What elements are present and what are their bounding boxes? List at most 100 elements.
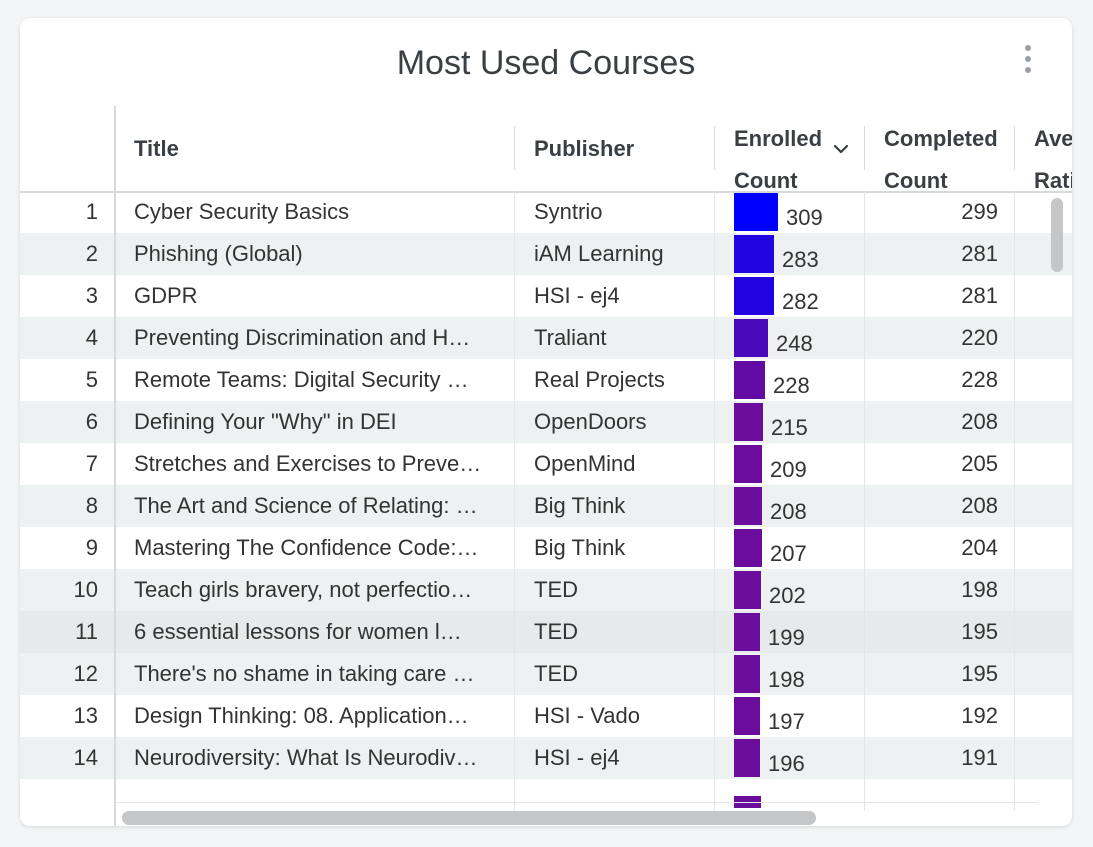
- enrolled-count-cell: 208: [734, 485, 864, 527]
- course-title: Phishing (Global): [134, 241, 303, 266]
- enrolled-count-cell: 309: [734, 191, 864, 233]
- completed-count: 281: [961, 283, 998, 308]
- row-number: 11: [75, 619, 98, 644]
- table-row[interactable]: 13 Design Thinking: 08. Application… HSI -…: [20, 695, 1072, 737]
- table-row[interactable]: 11 6 essential lessons for women l… TED 199…: [20, 611, 1072, 653]
- enrolled-count-cell: 228: [734, 359, 864, 401]
- completed-header-line2: Count: [884, 168, 948, 193]
- table-row[interactable]: 12 There's no shame in taking care … TED 19…: [20, 653, 1072, 695]
- table-row[interactable]: 3 GDPR HSI - ej4 282 281: [20, 275, 1072, 317]
- course-publisher: Big Think: [534, 535, 626, 560]
- rating-header-line1: Ave: [1034, 126, 1072, 151]
- enrolled-bar: [734, 277, 774, 315]
- enrolled-bar: [734, 319, 768, 357]
- table-row[interactable]: 7 Stretches and Exercises to Preve… OpenMi…: [20, 443, 1072, 485]
- table-row[interactable]: 6 Defining Your "Why" in DEI OpenDoors 215 2…: [20, 401, 1072, 443]
- column-divider[interactable]: [714, 126, 715, 170]
- course-publisher: Traliant: [534, 325, 607, 350]
- enrolled-header-line2: Count: [734, 168, 798, 193]
- course-title: The Art and Science of Relating: …: [134, 493, 478, 518]
- row-number: 12: [73, 661, 98, 686]
- table-row[interactable]: 2 Phishing (Global) iAM Learning 283 281: [20, 233, 1072, 275]
- course-publisher: HSI - ej4: [534, 283, 620, 308]
- table-row[interactable]: 8 The Art and Science of Relating: … Big T…: [20, 485, 1072, 527]
- enrolled-count: 207: [770, 541, 807, 566]
- row-number: 6: [85, 409, 98, 434]
- enrolled-count-cell: 198: [734, 653, 864, 695]
- course-title: Mastering The Confidence Code:…: [134, 535, 479, 560]
- enrolled-count-cell: 248: [734, 317, 864, 359]
- enrolled-count-cell: 209: [734, 443, 864, 485]
- courses-table: Title Publisher Enrolled Count Completed…: [20, 106, 1072, 826]
- enrolled-header-line1: Enrolled: [734, 126, 823, 151]
- enrolled-bar: [734, 571, 761, 609]
- rating-header-text: Ave Rati: [1034, 118, 1072, 191]
- rating-header-line2: Rati: [1034, 168, 1072, 191]
- course-publisher: OpenDoors: [534, 409, 647, 434]
- course-publisher: Real Projects: [534, 367, 665, 392]
- row-number: 13: [73, 703, 98, 728]
- course-title: Defining Your "Why" in DEI: [134, 409, 397, 434]
- enrolled-bar: [734, 697, 760, 735]
- enrolled-bar: [734, 445, 762, 483]
- vertical-scrollbar-thumb[interactable]: [1051, 198, 1063, 272]
- table-row[interactable]: 14 Neurodiversity: What Is Neurodiv… HSI -…: [20, 737, 1072, 779]
- enrolled-count: 202: [769, 583, 806, 608]
- enrolled-count-cell: 199: [734, 611, 864, 653]
- enrolled-count: 228: [773, 373, 810, 398]
- column-divider[interactable]: [1014, 126, 1015, 170]
- course-title: There's no shame in taking care …: [134, 661, 475, 686]
- column-gridline: [1014, 191, 1015, 811]
- completed-count: 299: [961, 199, 998, 224]
- table-row[interactable]: 9 Mastering The Confidence Code:… Big Thin…: [20, 527, 1072, 569]
- table-row[interactable]: 10 Teach girls bravery, not perfectio… TED…: [20, 569, 1072, 611]
- column-header-publisher[interactable]: Publisher: [534, 136, 635, 161]
- enrolled-count-cell: 207: [734, 527, 864, 569]
- enrolled-bar: [734, 529, 762, 567]
- enrolled-bar: [734, 235, 774, 273]
- row-number: 4: [85, 325, 98, 350]
- vertical-scrollbar[interactable]: [1050, 198, 1064, 798]
- column-header-average-rating[interactable]: Ave Rati: [1016, 106, 1072, 191]
- enrolled-count-cell: 215: [734, 401, 864, 443]
- completed-count: 208: [961, 493, 998, 518]
- course-publisher: Syntrio: [534, 199, 603, 224]
- table-row[interactable]: 5 Remote Teams: Digital Security … Real Pr…: [20, 359, 1072, 401]
- enrolled-count: 283: [782, 247, 819, 272]
- column-divider[interactable]: [514, 126, 515, 170]
- course-publisher: HSI - Vado: [534, 703, 640, 728]
- row-number: 7: [85, 451, 98, 476]
- completed-header-line1: Completed: [884, 126, 998, 151]
- completed-count: 198: [961, 577, 998, 602]
- course-publisher: iAM Learning: [534, 241, 664, 266]
- completed-count: 195: [961, 619, 998, 644]
- course-title: Teach girls bravery, not perfectio…: [134, 577, 473, 602]
- row-number: 2: [85, 241, 98, 266]
- card-title: Most Used Courses: [396, 44, 696, 82]
- course-publisher: Big Think: [534, 493, 626, 518]
- column-header-completed-count[interactable]: Completed Count: [866, 106, 1016, 193]
- column-gridline: [514, 191, 515, 811]
- enrolled-count-cell: 197: [734, 695, 864, 737]
- enrolled-count: 208: [770, 499, 807, 524]
- column-divider[interactable]: [864, 126, 865, 170]
- row-number: 10: [73, 577, 98, 602]
- row-number: 9: [85, 535, 98, 560]
- enrolled-count-cell: 282: [734, 275, 864, 317]
- column-header-enrolled-count[interactable]: Enrolled Count: [716, 106, 866, 193]
- table-header: Title Publisher Enrolled Count Completed…: [20, 106, 1072, 193]
- enrolled-header-text: Enrolled Count: [734, 118, 822, 202]
- column-header-title[interactable]: Title: [134, 136, 179, 161]
- completed-count: 195: [961, 661, 998, 686]
- table-row[interactable]: 1 Cyber Security Basics Syntrio 309 299: [20, 191, 1072, 233]
- horizontal-scrollbar-thumb[interactable]: [122, 811, 816, 825]
- course-publisher: TED: [534, 619, 578, 644]
- enrolled-count: 196: [768, 751, 805, 776]
- more-options-icon[interactable]: [1024, 45, 1032, 73]
- sort-descending-icon[interactable]: [832, 140, 850, 158]
- enrolled-count: 309: [786, 205, 823, 230]
- enrolled-count: 197: [768, 709, 805, 734]
- table-row[interactable]: 4 Preventing Discrimination and H… Tralian…: [20, 317, 1072, 359]
- enrolled-bar: [734, 487, 762, 525]
- horizontal-scrollbar[interactable]: [116, 802, 1038, 825]
